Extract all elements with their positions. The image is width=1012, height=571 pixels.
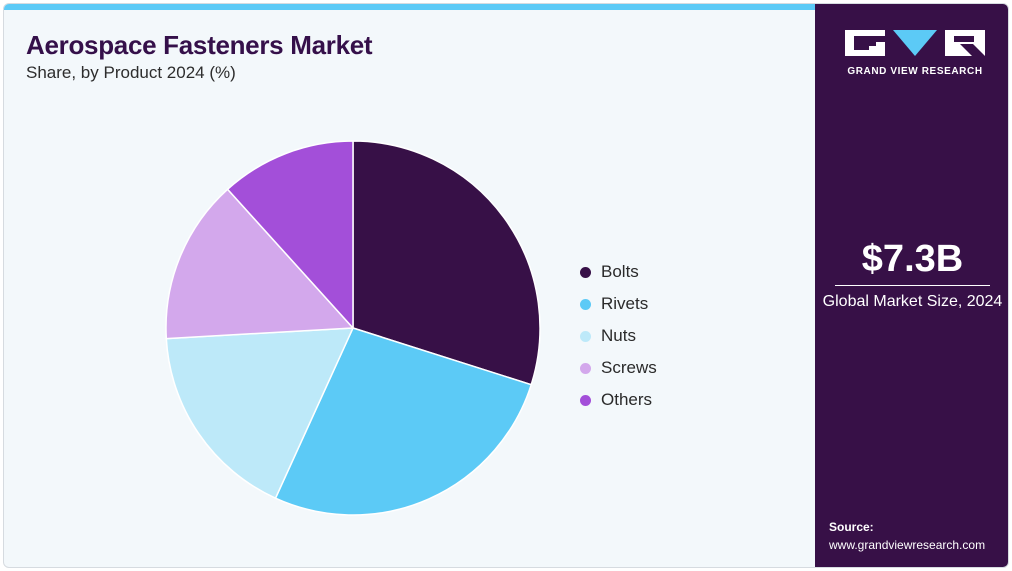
legend-item-nuts: Nuts bbox=[580, 320, 657, 352]
summary-panel: GRAND VIEW RESEARCH $7.3B Global Market … bbox=[815, 4, 1008, 567]
legend-label: Bolts bbox=[601, 262, 639, 281]
legend-item-others: Others bbox=[580, 384, 657, 416]
legend-label: Screws bbox=[601, 358, 657, 377]
legend-label: Others bbox=[601, 390, 653, 409]
legend-item-bolts: Bolts bbox=[580, 256, 657, 288]
value-divider bbox=[835, 285, 990, 286]
pie-slice-others bbox=[226, 140, 354, 329]
grand-view-research-logo: GRAND VIEW RESEARCH bbox=[845, 30, 985, 77]
pie-slice-bolts bbox=[352, 140, 541, 386]
source-link[interactable]: www.grandviewresearch.com bbox=[829, 538, 986, 552]
legend-item-rivets: Rivets bbox=[580, 288, 657, 320]
legend-swatch bbox=[580, 298, 591, 310]
legend-swatch bbox=[580, 330, 591, 342]
legend-swatch bbox=[580, 394, 591, 406]
legend-label: Nuts bbox=[601, 326, 636, 345]
chart-legend: Bolts Rivets Nuts Screws Others bbox=[580, 256, 657, 416]
legend-item-screws: Screws bbox=[580, 352, 657, 384]
chart-title: Aerospace Fasteners Market bbox=[26, 30, 373, 60]
logo-wordmark: GRAND VIEW RESEARCH bbox=[847, 66, 983, 77]
pie-slice-rivets bbox=[274, 327, 532, 516]
accent-bar bbox=[4, 4, 815, 10]
market-size-label: Global Market Size, 2024 bbox=[822, 293, 1003, 310]
logo-mark-icon bbox=[845, 30, 985, 56]
pie-chart bbox=[165, 140, 541, 516]
chart-subtitle: Share, by Product 2024 (%) bbox=[26, 63, 236, 82]
legend-swatch bbox=[580, 362, 591, 374]
pie-slice-nuts bbox=[165, 327, 354, 499]
chart-card: Aerospace Fasteners Market Share, by Pro… bbox=[3, 3, 1009, 568]
market-size-value: $7.3B bbox=[861, 238, 964, 280]
legend-label: Rivets bbox=[601, 294, 649, 313]
source-heading: Source: bbox=[829, 520, 874, 534]
pie-slice-screws bbox=[165, 188, 354, 340]
legend-swatch bbox=[580, 266, 591, 278]
